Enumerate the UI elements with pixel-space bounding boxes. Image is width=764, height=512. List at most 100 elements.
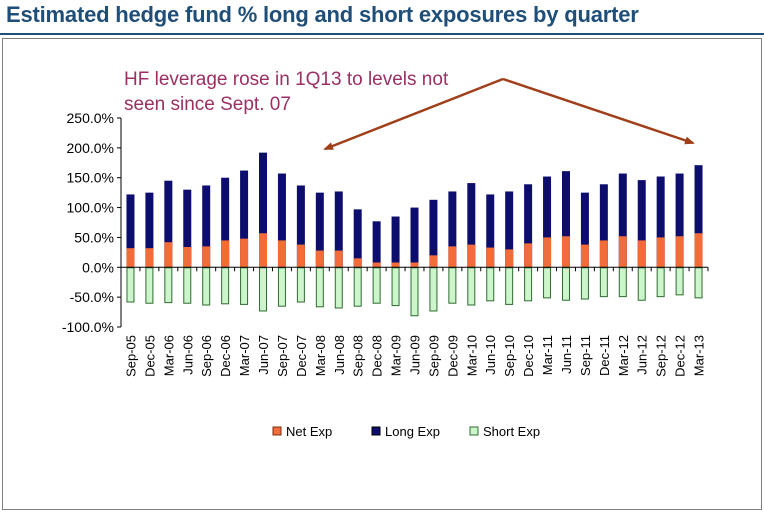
x-tick-label: Sep-10 [502,335,517,377]
short-exp-bar [599,267,608,298]
long-exp-bar [467,183,476,268]
short-exp-bar [391,267,400,307]
x-tick-label: Sep-05 [123,335,138,377]
short-exp-bar [202,267,211,306]
x-tick-label: Jun-08 [332,335,347,375]
long-exp-bar [618,173,627,268]
short-exp-bar [277,267,286,307]
net-exp-bar [467,244,476,268]
long-exp-bar [486,194,495,268]
short-exp-bar [410,267,419,317]
long-exp-bar [694,165,703,268]
short-exp-bar [543,267,552,299]
long-exp-bar [543,176,552,268]
long-exp-bar [296,185,305,268]
net-exp-bar [599,240,608,268]
short-exp-bar [334,267,343,309]
long-exp-bar [505,191,514,268]
long-exp-bar [561,171,570,268]
net-exp-bar [524,243,533,268]
legend-swatch [272,426,282,436]
short-exp-bar [637,267,646,301]
long-exp-bar [277,173,286,268]
long-exp-bar [580,192,589,268]
short-exp-bar [505,267,514,305]
long-exp-bar [675,173,684,268]
legend-swatch [469,426,479,436]
y-tick-label: 150.0% [67,170,114,186]
net-exp-bar [126,248,135,268]
legend-swatch [371,426,381,436]
short-exp-bar [580,267,589,300]
net-exp-bar [372,262,381,268]
short-exp-bar [429,267,438,312]
x-tick-label: Jun-07 [256,335,271,375]
net-exp-bar [145,248,154,268]
x-tick-label: Jun-10 [483,335,498,375]
y-tick-label: -50.0% [70,289,114,305]
x-tick-label: Jun-06 [180,335,195,375]
y-tick-label: -100.0% [62,319,114,335]
x-tick-label: Sep-07 [275,335,290,377]
short-exp-bar [145,267,154,304]
short-exp-bar [618,267,627,298]
short-exp-bar [259,267,268,312]
net-exp-bar [410,262,419,268]
x-tick-label: Dec-08 [370,335,385,377]
short-exp-bar [467,267,476,306]
short-exp-bar [448,267,457,304]
long-exp-bar [334,191,343,268]
long-exp-bar [183,189,192,268]
x-tick-label: Dec-05 [142,335,157,377]
annotation-arrow-right [502,77,695,145]
short-exp-bar [561,267,570,301]
x-tick-label: Sep-06 [199,335,214,377]
net-exp-bar [448,246,457,268]
short-exp-bar [296,267,305,303]
x-tick-label: Jun-11 [559,335,574,374]
long-exp-bar [315,192,324,268]
x-tick-label: Sep-08 [351,335,366,377]
short-exp-bar [315,267,324,308]
chart-panel: 250.0% 200.0% 150.0% 100.0% 50.0% 0.0% -50.0% -… [2,38,762,510]
x-tick-label: Mar-13 [692,335,707,376]
long-exp-bar [410,207,419,268]
y-tick-label: 200.0% [67,140,114,156]
short-exp-bar [126,267,135,303]
short-exp-bar [486,267,495,302]
net-exp-bar [164,242,173,268]
short-exp-bar [240,267,249,305]
short-exp-bar [675,267,684,296]
net-exp-bar [429,255,438,268]
legend-label: Short Exp [483,424,540,439]
x-tick-label: Sep-12 [654,335,669,377]
x-tick-label: Dec-12 [673,335,688,377]
net-exp-bar [221,240,230,268]
short-exp-bar [353,267,362,307]
x-tick-label: Mar-06 [161,335,176,376]
x-tick-label: Dec-11 [597,335,612,376]
x-tick-label: Sep-09 [426,335,441,377]
short-exp-bar [221,267,230,305]
net-exp-bar [486,247,495,268]
net-exp-bar [656,237,665,268]
legend-label: Net Exp [286,424,332,439]
net-exp-bar [315,250,324,268]
page-title: Estimated hedge fund % long and short ex… [6,2,639,27]
x-tick-label: Mar-08 [313,335,328,376]
y-tick-label: 0.0% [82,259,114,275]
x-tick-label: Jun-09 [408,335,423,375]
long-exp-bar [126,194,135,268]
x-tick-label: Mar-10 [464,335,479,376]
short-exp-bar [694,267,703,299]
annotation-text: HF leverage rose in 1Q13 to levels not [124,69,449,90]
y-tick-label: 250.0% [67,110,114,126]
x-tick-label: Dec-10 [521,335,536,377]
net-exp-bar [561,236,570,268]
net-exp-bar [183,246,192,268]
short-exp-bar [183,267,192,304]
net-exp-bar [637,240,646,268]
y-tick-label: 50.0% [74,229,114,245]
x-tick-label: Dec-06 [218,335,233,377]
net-exp-bar [505,249,514,268]
